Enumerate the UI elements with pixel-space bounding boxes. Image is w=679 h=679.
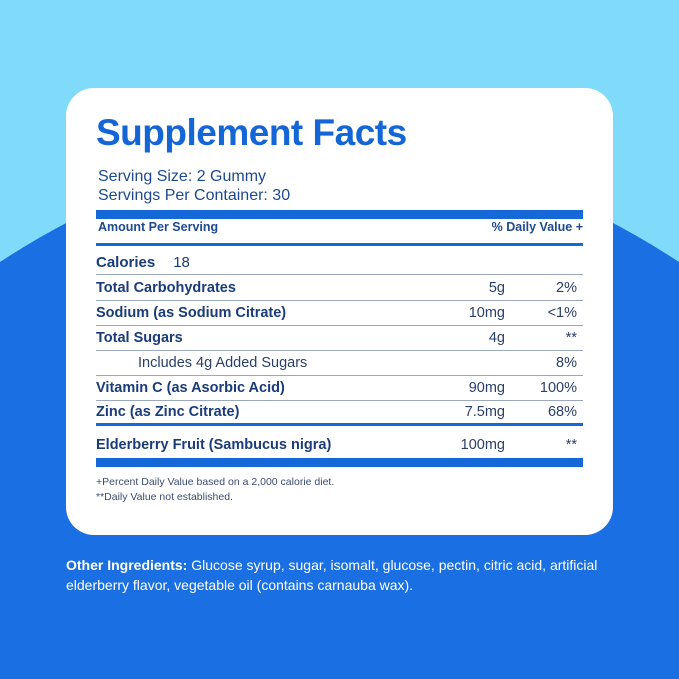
nutrient-row: Total Carbohydrates 5g 2% xyxy=(96,276,583,301)
nutrient-row: Total Sugars 4g ** xyxy=(96,326,583,351)
nutrient-amount: 5g xyxy=(488,280,505,296)
nutrient-row: Zinc (as Zinc Citrate) 7.5mg 68% xyxy=(96,401,583,426)
nutrient-dv: 100% xyxy=(539,380,577,396)
nutrient-name: Vitamin C (as Asorbic Acid) xyxy=(96,380,285,396)
nutrient-amount: 7.5mg xyxy=(464,404,505,420)
panel-title: Supplement Facts xyxy=(96,112,407,153)
nutrient-row: Elderberry Fruit (Sambucus nigra) 100mg ** xyxy=(96,432,583,457)
calories-value: 18 xyxy=(173,253,190,271)
nutrient-dv: ** xyxy=(565,330,577,346)
nutrient-dv: ** xyxy=(565,436,577,453)
nutrient-amount: 10mg xyxy=(468,305,505,321)
table-header: Amount Per Serving % Daily Value + xyxy=(96,220,583,234)
nutrient-name: Elderberry Fruit (Sambucus nigra) xyxy=(96,436,332,453)
thick-divider xyxy=(96,210,583,219)
calories-row: Calories 18 xyxy=(96,250,583,275)
other-ingredients: Other Ingredients: Glucose syrup, sugar,… xyxy=(66,555,626,595)
nutrient-name: Includes 4g Added Sugars xyxy=(138,355,308,371)
supplement-facts-panel: Supplement Facts Serving Size: 2 Gummy S… xyxy=(66,88,613,535)
nutrient-amount: 90mg xyxy=(468,380,505,396)
nutrient-amount: 4g xyxy=(488,330,505,346)
nutrient-row: Includes 4g Added Sugars 8% xyxy=(96,351,583,376)
servings-per-container: Servings Per Container: 30 xyxy=(98,187,291,204)
nutrient-dv: 68% xyxy=(547,404,577,420)
other-ingredients-label: Other Ingredients: xyxy=(66,557,188,573)
other-ingredients-text: Glucose syrup, sugar, isomalt, glucose, … xyxy=(66,557,598,593)
nutrient-row: Sodium (as Sodium Citrate) 10mg <1% xyxy=(96,301,583,326)
footnote: **Daily Value not established. xyxy=(96,491,233,503)
amount-header: Amount Per Serving xyxy=(98,220,219,234)
nutrient-name: Total Sugars xyxy=(96,330,183,346)
footnote: +Percent Daily Value based on a 2,000 ca… xyxy=(96,476,335,488)
serving-size: Serving Size: 2 Gummy xyxy=(98,168,267,185)
nutrient-dv: 2% xyxy=(556,280,577,296)
nutrient-amount: 100mg xyxy=(460,436,505,453)
nutrient-name: Total Carbohydrates xyxy=(96,280,236,296)
nutrient-row: Vitamin C (as Asorbic Acid) 90mg 100% xyxy=(96,376,583,401)
nutrient-name: Sodium (as Sodium Citrate) xyxy=(96,305,287,321)
divider xyxy=(96,243,583,246)
calories-label: Calories xyxy=(96,253,156,271)
nutrient-dv: 8% xyxy=(556,355,577,371)
thick-divider-bottom xyxy=(96,458,583,467)
nutrient-name: Zinc (as Zinc Citrate) xyxy=(96,404,240,420)
nutrient-dv: <1% xyxy=(547,305,577,321)
dv-header: % Daily Value + xyxy=(491,220,583,234)
